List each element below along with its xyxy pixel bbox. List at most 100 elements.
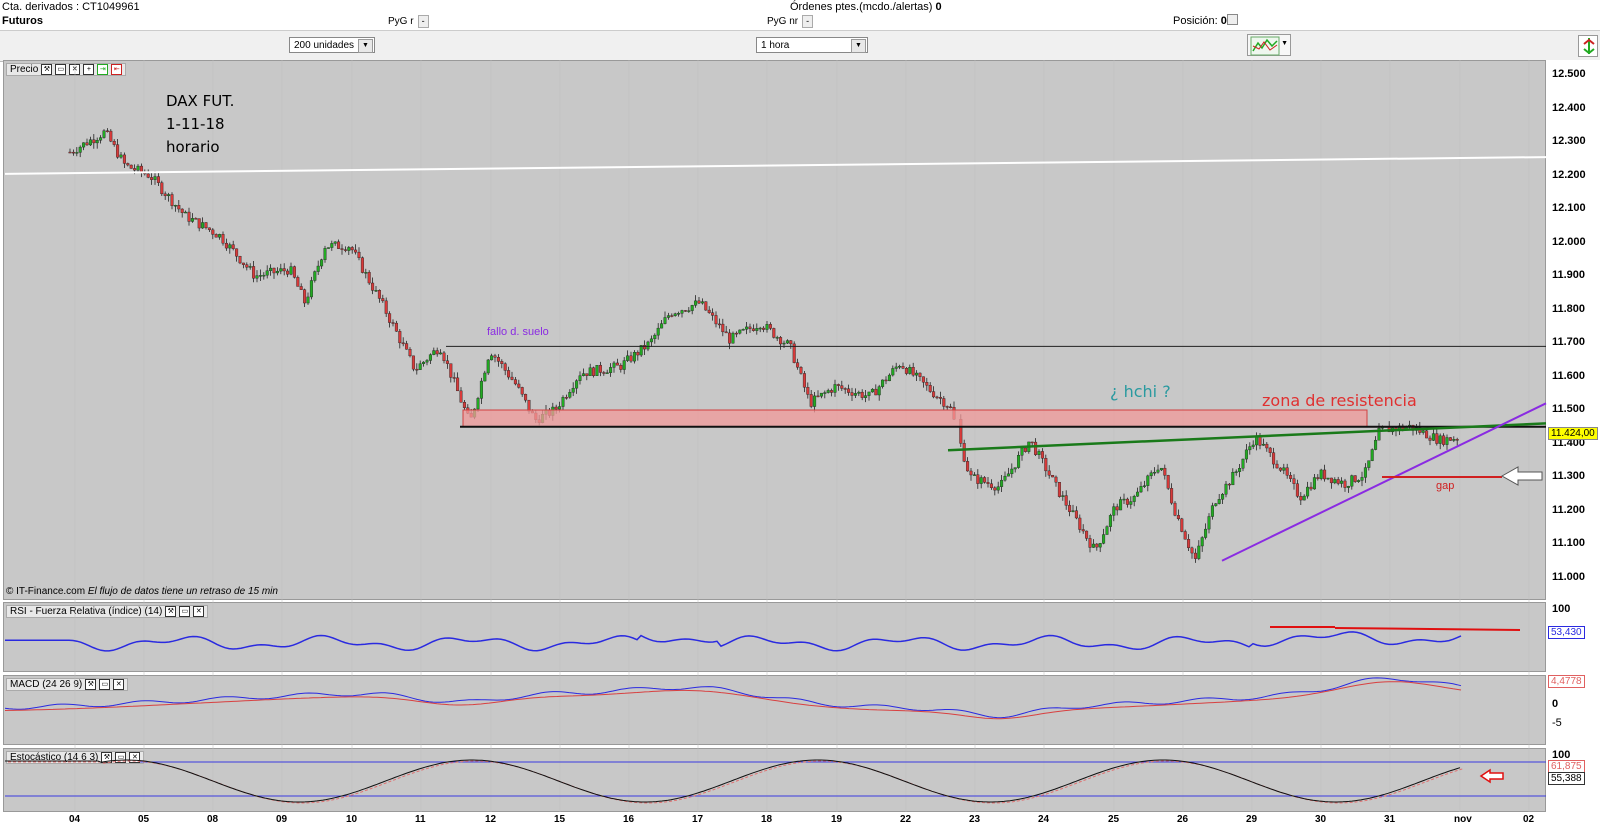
candle-up <box>677 313 681 315</box>
rsi-axis-top-tick: 100 <box>1552 603 1571 615</box>
fallo-suelo-label: fallo d. suelo <box>487 326 549 338</box>
candle-up <box>432 350 436 355</box>
time-axis-tick: 05 <box>138 814 150 825</box>
candle-down <box>1064 495 1068 506</box>
candle-up <box>1210 505 1214 517</box>
candle-up <box>306 296 310 304</box>
units-select-value: 200 unidades <box>294 40 355 51</box>
macd-panel[interactable]: MACD (24 26 9) ⚒ ▭ ✕ <box>3 675 1546 745</box>
candle-up <box>374 290 378 292</box>
indicator-menu-button[interactable]: ▼ <box>1247 34 1291 56</box>
position-expand-icon[interactable] <box>1227 14 1238 25</box>
close-icon[interactable]: ✕ <box>129 752 141 763</box>
account-bar: Cta. derivados : CT1049961 Futuros PyG r… <box>0 0 1600 28</box>
wrench-icon[interactable]: ⚒ <box>85 679 97 690</box>
close-icon[interactable]: ✕ <box>193 606 205 617</box>
candle-down <box>1183 531 1187 540</box>
candle-down <box>442 352 446 361</box>
candle-up <box>1071 510 1075 512</box>
time-axis-tick: 29 <box>1246 814 1258 825</box>
candle-down <box>408 349 412 357</box>
wrench-icon[interactable]: ⚒ <box>101 752 113 763</box>
candle-down <box>1275 463 1279 469</box>
candle-up <box>626 355 630 361</box>
candle-up <box>700 301 704 304</box>
candle-up <box>1003 475 1007 481</box>
chart-tools-button[interactable] <box>1578 35 1598 57</box>
candle-down <box>92 139 96 144</box>
time-axis-tick: 10 <box>346 814 358 825</box>
candle-down <box>683 310 687 312</box>
wrench-icon[interactable]: ⚒ <box>165 606 177 617</box>
candle-down <box>928 385 932 392</box>
candle-up <box>1319 469 1323 479</box>
candle-up <box>813 395 817 407</box>
candle-down <box>585 373 589 376</box>
candle-down <box>942 398 946 407</box>
candle-up <box>833 384 837 393</box>
time-axis-tick: 12 <box>485 814 497 825</box>
candle-up <box>1357 480 1361 482</box>
candle-down <box>993 487 997 491</box>
chevron-down-icon[interactable]: ▼ <box>851 39 866 53</box>
candle-up <box>646 341 650 350</box>
candle-up <box>823 392 827 394</box>
time-axis-tick: 11 <box>415 814 426 825</box>
rsi-panel[interactable]: RSI - Fuerza Relativa (índice) (14) ⚒ ▭ ✕ <box>3 602 1546 672</box>
candle-down <box>989 483 993 488</box>
close-icon[interactable]: ✕ <box>113 679 125 690</box>
candle-down <box>619 365 623 370</box>
candle-up <box>289 266 293 275</box>
candle-up <box>418 363 422 370</box>
arrow-left-icon <box>1500 466 1543 486</box>
candle-down <box>296 277 300 287</box>
candle-down <box>1309 486 1313 490</box>
maximize-icon[interactable]: ▭ <box>179 606 191 617</box>
candle-down <box>241 262 245 265</box>
units-select[interactable]: 200 unidades ▼ <box>289 37 375 53</box>
candle-up <box>1261 443 1265 446</box>
candle-up <box>167 194 171 197</box>
time-axis-tick: 09 <box>276 814 288 825</box>
candle-up <box>422 361 426 364</box>
candle-up <box>330 243 334 248</box>
candle-down <box>109 130 113 142</box>
maximize-icon[interactable]: ▭ <box>115 752 127 763</box>
candle-up <box>731 332 735 344</box>
candle-up <box>184 211 188 214</box>
stochastic-d-line <box>8 760 1464 804</box>
remove-icon[interactable]: ⇤ <box>111 64 123 75</box>
candle-down <box>554 406 558 410</box>
chevron-down-icon[interactable]: ▼ <box>1281 40 1288 47</box>
maximize-icon[interactable]: ▭ <box>55 64 67 75</box>
time-axis-tick: 26 <box>1177 814 1189 825</box>
candle-up <box>1013 467 1017 470</box>
price-axis-tick: 11.100 <box>1552 537 1586 549</box>
candle-up <box>1061 495 1065 497</box>
candle-up <box>632 352 636 362</box>
add-icon[interactable]: + <box>83 64 95 75</box>
candle-down <box>1190 547 1194 554</box>
candle-up <box>1000 479 1004 487</box>
candle-down <box>221 234 225 244</box>
wrench-icon[interactable]: ⚒ <box>41 64 53 75</box>
candle-down <box>381 298 385 302</box>
candle-down <box>836 384 840 386</box>
interval-select[interactable]: 1 hora ▼ <box>756 37 868 53</box>
candle-down <box>1044 457 1048 472</box>
candle-down <box>133 168 137 171</box>
export-icon[interactable]: ⇥ <box>97 64 109 75</box>
candle-down <box>357 251 361 258</box>
candle-up <box>1377 428 1381 441</box>
maximize-icon[interactable]: ▭ <box>99 679 111 690</box>
candle-down <box>792 343 796 363</box>
macd-value-tag: 4,4778 <box>1548 675 1585 688</box>
chevron-down-icon[interactable]: ▼ <box>358 39 373 53</box>
candle-down <box>500 361 504 364</box>
rsi-value-tag: 53,430 <box>1548 626 1585 639</box>
pyg-nr-label: PyG nr - <box>767 15 814 28</box>
candle-down <box>517 383 521 388</box>
candle-down <box>513 379 517 385</box>
candle-down <box>904 368 908 374</box>
rsi-panel-title-text: RSI - Fuerza Relativa (índice) (14) <box>10 606 163 618</box>
